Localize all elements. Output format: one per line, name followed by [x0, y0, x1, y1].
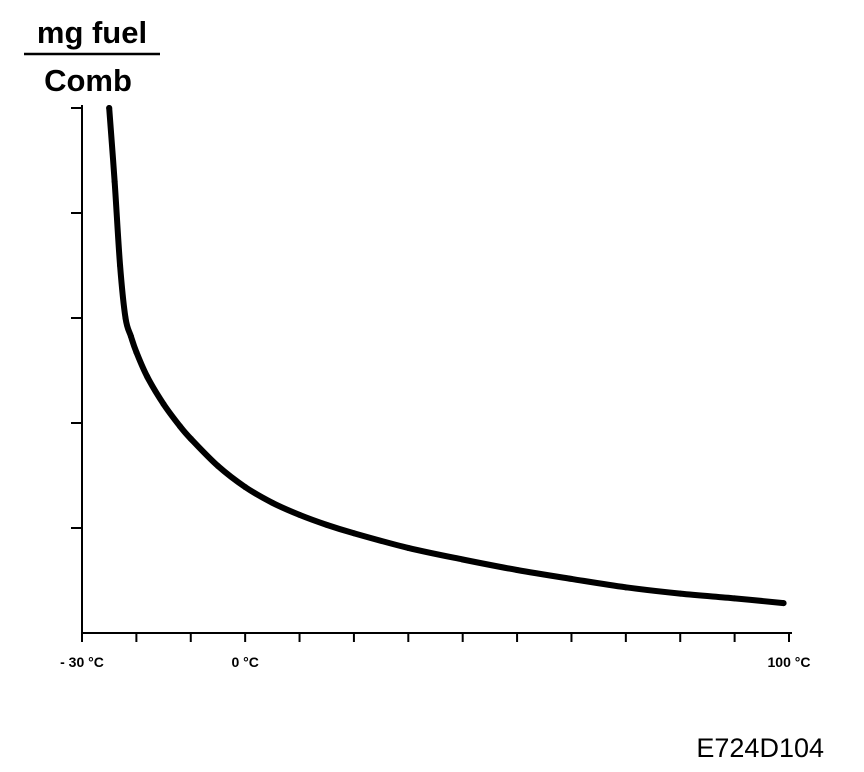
series-0-point-10 [214, 463, 221, 470]
series-0-point-3 [122, 315, 129, 321]
series-0-point-19 [568, 575, 575, 582]
series-0-point-14 [323, 521, 330, 528]
series-0-point-11 [242, 484, 249, 491]
series-0-point-4 [127, 333, 134, 340]
y-axis-label-denominator: Comb [44, 63, 132, 98]
series-0-point-2 [117, 262, 124, 269]
series-0-point-21 [677, 590, 684, 597]
series-0-point-16 [405, 544, 412, 551]
series-line-0 [106, 105, 787, 607]
series-group [106, 105, 787, 607]
x-axis-tick-labels: - 30 °C 0 °C 100 °C [60, 654, 810, 670]
series-0-point-20 [622, 584, 629, 591]
series-0-point-15 [350, 530, 357, 537]
series-0-point-17 [459, 556, 466, 563]
series-0-point-1 [111, 178, 118, 185]
x-tick-label-1: 0 °C [231, 654, 258, 670]
series-0-point-0 [106, 105, 113, 111]
y-axis-ticks [71, 107, 82, 529]
figure-id: E724D104 [696, 733, 824, 763]
series-0-point-22 [731, 595, 738, 602]
series-0-point-23 [780, 600, 787, 607]
y-axis-label-numerator: mg fuel [37, 15, 147, 50]
series-0-point-13 [296, 511, 303, 518]
series-0-point-6 [144, 373, 151, 380]
series-0-point-8 [176, 423, 183, 430]
x-axis-ticks [81, 633, 790, 642]
x-tick-label-2: 100 °C [768, 654, 811, 670]
series-0-point-5 [133, 349, 140, 356]
series-0-point-7 [160, 401, 167, 408]
series-0-point-12 [269, 499, 276, 506]
x-tick-label-0: - 30 °C [60, 654, 104, 670]
series-0-point-9 [187, 435, 194, 442]
series-0-point-18 [514, 567, 521, 573]
